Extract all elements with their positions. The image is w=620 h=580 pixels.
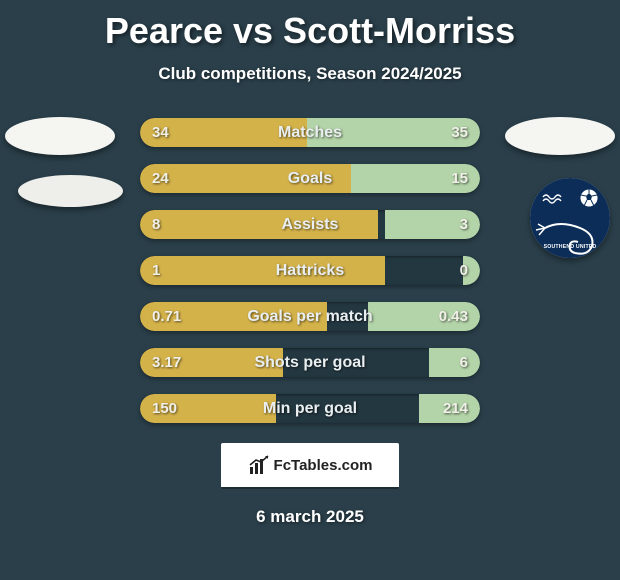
crest-ribbon-text: SOUTHEND UNITED [530, 244, 610, 250]
stat-bar-left [140, 256, 385, 285]
branding-box: FcTables.com [221, 443, 399, 489]
stat-value-left: 34 [152, 118, 169, 147]
stat-row: 3435Matches [140, 118, 480, 147]
stat-row: 3.176Shots per goal [140, 348, 480, 377]
stat-value-right: 6 [460, 348, 468, 377]
stat-value-right: 0 [460, 256, 468, 285]
stat-value-right: 35 [451, 118, 468, 147]
stat-row: 10Hattricks [140, 256, 480, 285]
player1-crest-placeholder-1 [5, 117, 115, 155]
stat-value-left: 8 [152, 210, 160, 239]
player1-crest-placeholder-2 [18, 175, 123, 207]
stat-bar-left [140, 210, 378, 239]
chart-icon [248, 454, 270, 476]
stat-value-left: 1 [152, 256, 160, 285]
stat-bar-left [140, 164, 351, 193]
waves-icon [542, 191, 564, 205]
player2-crest-southend: SOUTHEND UNITED [530, 178, 610, 258]
stat-bar-right [429, 348, 480, 377]
stat-value-right: 214 [443, 394, 468, 423]
stat-value-right: 3 [460, 210, 468, 239]
stat-value-right: 15 [451, 164, 468, 193]
stat-value-left: 3.17 [152, 348, 181, 377]
stats-container: 3435Matches2415Goals83Assists10Hattricks… [140, 118, 480, 423]
player2-crest-placeholder-1 [505, 117, 615, 155]
stat-value-left: 24 [152, 164, 169, 193]
stat-value-right: 0.43 [439, 302, 468, 331]
stat-row: 2415Goals [140, 164, 480, 193]
page-title: Pearce vs Scott-Morriss [0, 0, 620, 52]
stat-row: 150214Min per goal [140, 394, 480, 423]
stat-row: 0.710.43Goals per match [140, 302, 480, 331]
branding-text: FcTables.com [274, 457, 373, 474]
shrimp-icon [530, 218, 610, 258]
stat-value-left: 0.71 [152, 302, 181, 331]
stat-value-left: 150 [152, 394, 177, 423]
football-icon [579, 188, 599, 208]
stat-row: 83Assists [140, 210, 480, 239]
subtitle: Club competitions, Season 2024/2025 [0, 64, 620, 84]
footer-date: 6 march 2025 [0, 507, 620, 527]
